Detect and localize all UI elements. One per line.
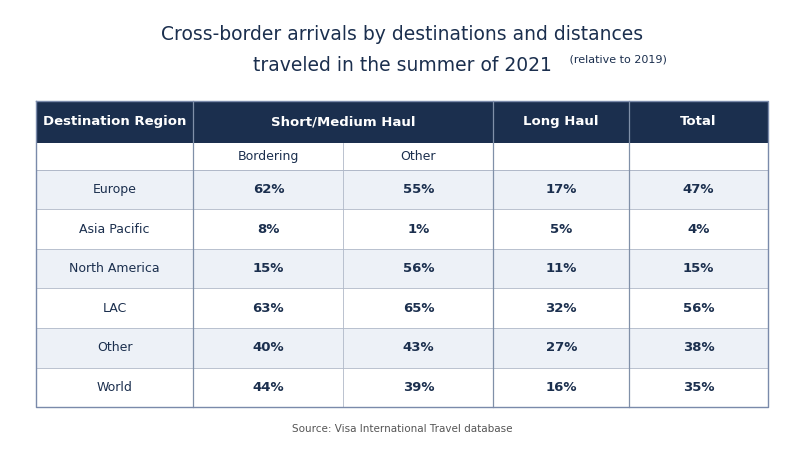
Text: World: World (97, 381, 133, 394)
Text: 38%: 38% (682, 342, 714, 354)
Text: Other: Other (401, 150, 436, 162)
FancyBboxPatch shape (36, 328, 768, 368)
Text: 16%: 16% (546, 381, 577, 394)
Text: 39%: 39% (402, 381, 434, 394)
Text: Asia Pacific: Asia Pacific (79, 223, 150, 235)
Text: 5%: 5% (550, 223, 572, 235)
Text: (relative to 2019): (relative to 2019) (566, 55, 667, 65)
FancyBboxPatch shape (36, 170, 768, 209)
Text: 65%: 65% (402, 302, 434, 315)
Text: 56%: 56% (402, 262, 434, 275)
Text: 32%: 32% (546, 302, 577, 315)
Text: 40%: 40% (253, 342, 284, 354)
Text: North America: North America (70, 262, 160, 275)
Text: Total: Total (680, 116, 717, 128)
Text: 8%: 8% (258, 223, 279, 235)
FancyBboxPatch shape (36, 288, 768, 328)
FancyBboxPatch shape (36, 249, 768, 288)
Text: 11%: 11% (546, 262, 577, 275)
FancyBboxPatch shape (36, 143, 768, 170)
Text: traveled in the summer of 2021: traveled in the summer of 2021 (253, 56, 551, 75)
Text: Long Haul: Long Haul (523, 116, 599, 128)
Text: 56%: 56% (682, 302, 714, 315)
Text: 15%: 15% (682, 262, 714, 275)
Text: Short/Medium Haul: Short/Medium Haul (271, 116, 416, 128)
FancyBboxPatch shape (36, 101, 768, 143)
FancyBboxPatch shape (36, 368, 768, 407)
Text: LAC: LAC (102, 302, 127, 315)
Text: Cross-border arrivals by destinations and distances: Cross-border arrivals by destinations an… (161, 25, 643, 44)
Text: 63%: 63% (253, 302, 284, 315)
Text: 55%: 55% (402, 183, 434, 196)
Text: Other: Other (97, 342, 133, 354)
Text: 27%: 27% (546, 342, 577, 354)
Text: 43%: 43% (402, 342, 434, 354)
FancyBboxPatch shape (36, 209, 768, 249)
Text: 17%: 17% (546, 183, 577, 196)
Text: 47%: 47% (682, 183, 714, 196)
Text: Destination Region: Destination Region (43, 116, 186, 128)
Text: 1%: 1% (407, 223, 430, 235)
Text: Source: Visa International Travel database: Source: Visa International Travel databa… (292, 424, 512, 434)
Text: Europe: Europe (93, 183, 137, 196)
Text: 4%: 4% (687, 223, 710, 235)
Text: Bordering: Bordering (238, 150, 299, 162)
Text: 62%: 62% (253, 183, 284, 196)
Text: 15%: 15% (253, 262, 284, 275)
Text: 44%: 44% (253, 381, 284, 394)
Text: 35%: 35% (682, 381, 714, 394)
